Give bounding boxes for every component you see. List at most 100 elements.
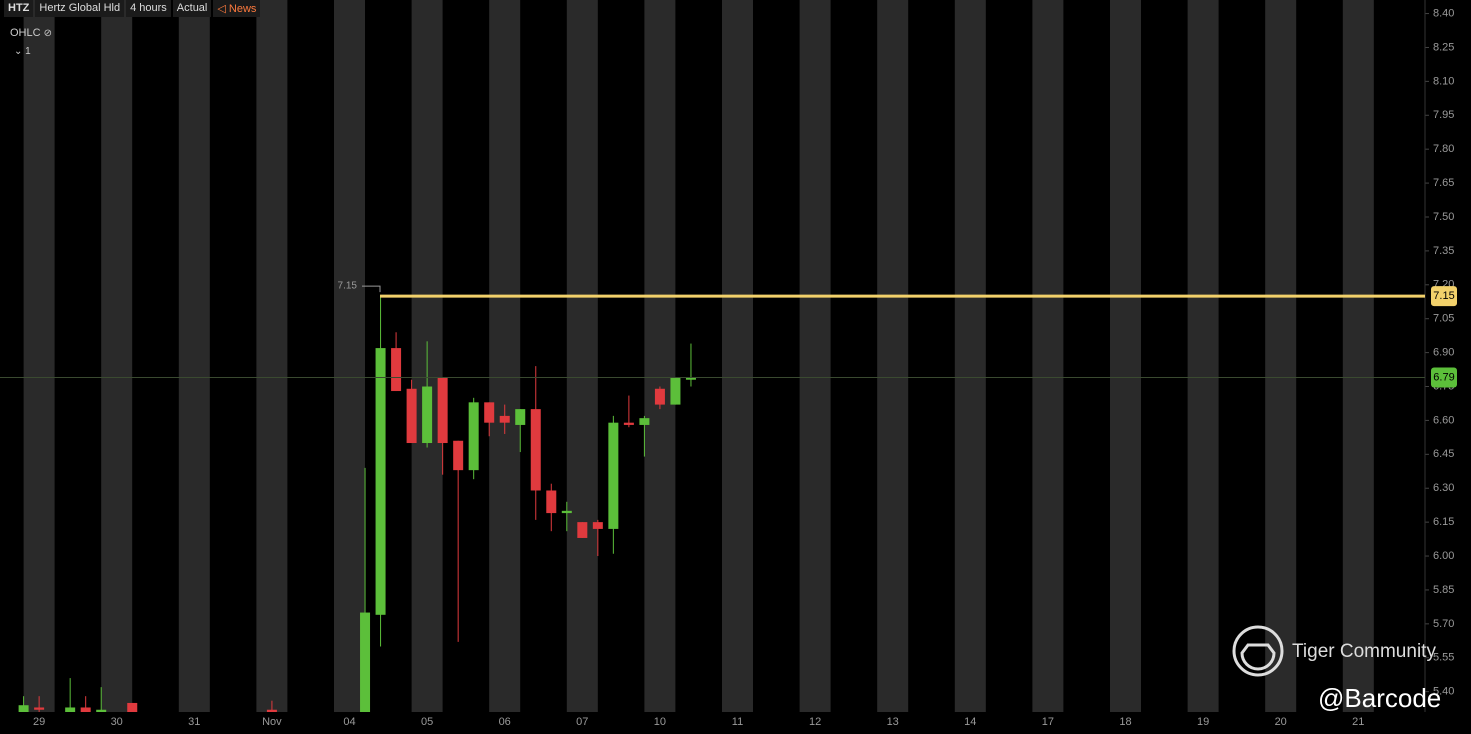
y-tick-label: 7.80: [1433, 143, 1454, 155]
x-tick-label: 11: [732, 716, 743, 728]
candle-body: [360, 612, 371, 712]
candle-body: [608, 422, 619, 529]
high-label: 7.15: [338, 281, 358, 292]
day-band: [334, 0, 365, 712]
chart-header: HTZ Hertz Global Hld 4 hours Actual ◁ Ne…: [4, 0, 262, 17]
x-tick-label: 13: [887, 716, 899, 728]
indicator[interactable]: OHLC ⊘: [10, 27, 53, 39]
day-band: [1032, 0, 1064, 712]
y-tick-label: 6.45: [1433, 448, 1454, 460]
candle-body: [515, 409, 526, 425]
y-tick-label: 8.10: [1433, 75, 1454, 87]
day-band: [722, 0, 753, 712]
candle-body: [127, 702, 138, 712]
candle-body: [685, 377, 696, 380]
x-tick-label: 14: [964, 716, 976, 728]
indicator-label[interactable]: OHLC: [10, 27, 41, 39]
day-band: [877, 0, 909, 712]
x-tick-label: 05: [421, 716, 433, 728]
price-line-tag: [1431, 286, 1457, 307]
day-band: [178, 0, 210, 712]
x-tick-label: 04: [343, 716, 355, 728]
candle-body: [484, 402, 495, 423]
candle-body: [96, 709, 107, 712]
x-tick-label: 19: [1197, 716, 1209, 728]
news[interactable]: ◁ News: [213, 0, 261, 17]
candle-body: [18, 705, 29, 712]
symbol[interactable]: HTZ: [4, 0, 34, 17]
x-tick-label: 12: [809, 716, 821, 728]
day-band: [256, 0, 288, 712]
x-tick-label: 06: [499, 716, 511, 728]
day-band: [101, 0, 133, 712]
last-price-tag: [1431, 367, 1457, 388]
candle-body: [391, 348, 402, 392]
pane-toggle[interactable]: ⌄ 1: [14, 46, 31, 57]
candle-body: [499, 415, 510, 423]
y-tick-label: 8.40: [1433, 7, 1454, 19]
pane-label[interactable]: 1: [25, 46, 31, 57]
x-tick-label: 20: [1275, 716, 1287, 728]
candle-body: [375, 348, 386, 615]
interval[interactable]: 4 hours: [126, 0, 171, 17]
high-marker: [362, 285, 381, 293]
x-tick-label: 07: [576, 716, 588, 728]
x-tick-label: 31: [188, 716, 200, 728]
candle-body: [34, 707, 45, 710]
news-label[interactable]: News: [228, 3, 257, 15]
x-tick-label: 29: [33, 716, 45, 728]
day-band: [1187, 0, 1219, 712]
candle-body: [437, 377, 448, 444]
watermark-brand: Tiger Community: [1292, 641, 1436, 662]
y-tick-label: 5.40: [1433, 686, 1454, 698]
x-tick-label: 30: [111, 716, 123, 728]
y-tick-label: 6.60: [1433, 414, 1454, 426]
y-tick-label: 7.35: [1433, 245, 1454, 257]
day-band: [799, 0, 831, 712]
day-band: [1342, 0, 1374, 712]
mode[interactable]: Actual: [172, 0, 212, 17]
price-line-label: 7.15: [1433, 290, 1454, 302]
candle-body: [65, 707, 76, 712]
y-tick-label: 5.55: [1433, 652, 1454, 664]
watermark: Tiger Community @Barcode: [1232, 625, 1462, 725]
x-tick-label: Nov: [262, 716, 282, 728]
day-band: [23, 0, 55, 712]
candle-body: [406, 388, 417, 444]
y-tick-label: 6.30: [1433, 482, 1454, 494]
day-band: [954, 0, 986, 712]
candle-body: [654, 388, 665, 405]
candle-body: [592, 522, 603, 529]
day-band: [1265, 0, 1297, 712]
candle-body: [561, 510, 572, 514]
y-tick-label: 7.05: [1433, 313, 1454, 325]
y-tick-label: 8.25: [1433, 41, 1454, 53]
watermark-logo: [1232, 625, 1284, 677]
candle-body: [639, 418, 650, 425]
x-tick-label: 10: [654, 716, 666, 728]
candle-body: [468, 402, 479, 471]
candle-body: [670, 377, 681, 405]
day-band: [644, 0, 676, 712]
y-tick-label: 6.90: [1433, 347, 1454, 359]
candle-body: [80, 707, 91, 712]
x-tick-label: 17: [1042, 716, 1054, 728]
y-tick-label: 7.95: [1433, 109, 1454, 121]
candle-body: [623, 422, 634, 425]
day-band: [566, 0, 598, 712]
day-band: [1110, 0, 1141, 712]
y-tick-label: 7.50: [1433, 211, 1454, 223]
last-price-label: 6.79: [1433, 371, 1454, 383]
candle-body: [530, 409, 541, 491]
y-tick-label: 6.15: [1433, 516, 1454, 528]
y-tick-label: 6.00: [1433, 550, 1454, 562]
y-tick-label: 5.85: [1433, 584, 1454, 596]
symbol-name: Hertz Global Hld: [35, 0, 125, 17]
x-tick-label: 18: [1119, 716, 1131, 728]
y-tick-label: 5.70: [1433, 618, 1454, 630]
x-tick-label: 21: [1352, 716, 1364, 728]
y-tick-label: 7.65: [1433, 177, 1454, 189]
candle-body: [422, 386, 433, 444]
